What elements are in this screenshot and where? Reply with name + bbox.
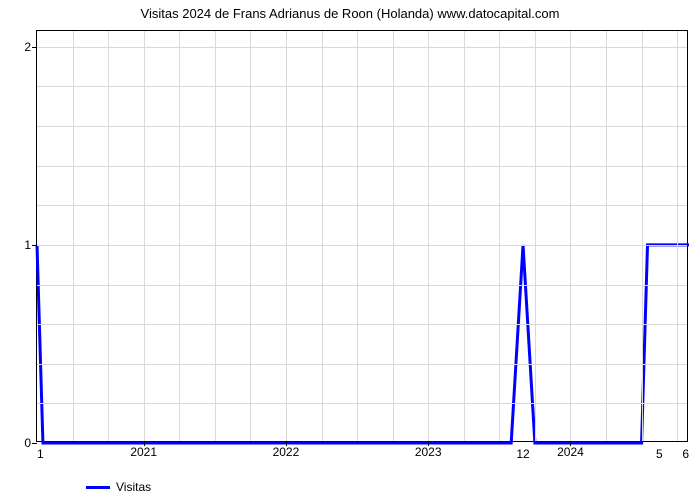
- grid-h: [37, 245, 687, 246]
- xtick-label: 2023: [415, 441, 442, 459]
- grid-v-minor: [108, 31, 109, 441]
- grid-v-minor: [250, 31, 251, 441]
- grid-v-minor: [179, 31, 180, 441]
- plot-area: 012202120222023202411256: [36, 30, 688, 442]
- grid-h-minor: [37, 403, 687, 404]
- grid-h: [37, 47, 687, 48]
- ytick-label: 2: [24, 40, 37, 54]
- grid-v-minor: [73, 31, 74, 441]
- grid-v-minor: [499, 31, 500, 441]
- grid-h-minor: [37, 285, 687, 286]
- chart-title: Visitas 2024 de Frans Adrianus de Roon (…: [0, 6, 700, 21]
- xtick-label: 2021: [130, 441, 157, 459]
- xtick-extra-label: 6: [682, 447, 689, 461]
- grid-v-minor: [393, 31, 394, 441]
- grid-v-minor: [464, 31, 465, 441]
- xtick-extra-label: 5: [656, 447, 663, 461]
- grid-v-minor: [677, 31, 678, 441]
- grid-v-minor: [642, 31, 643, 441]
- grid-v: [144, 31, 145, 441]
- grid-v-minor: [606, 31, 607, 441]
- xtick-extra-label: 12: [516, 447, 529, 461]
- line-series: [37, 31, 689, 443]
- grid-h-minor: [37, 205, 687, 206]
- legend-swatch: [86, 486, 110, 489]
- grid-h-minor: [37, 86, 687, 87]
- ytick-label: 0: [24, 436, 37, 450]
- grid-h-minor: [37, 364, 687, 365]
- xtick-label: 2022: [273, 441, 300, 459]
- legend: Visitas: [86, 480, 151, 494]
- grid-h-minor: [37, 126, 687, 127]
- grid-v: [286, 31, 287, 441]
- grid-v: [428, 31, 429, 441]
- grid-v-minor: [215, 31, 216, 441]
- xtick-label: 2024: [557, 441, 584, 459]
- grid-h-minor: [37, 166, 687, 167]
- grid-h-minor: [37, 324, 687, 325]
- grid-v-minor: [535, 31, 536, 441]
- ytick-label: 1: [24, 238, 37, 252]
- xtick-extra-label: 1: [37, 447, 44, 461]
- grid-v-minor: [357, 31, 358, 441]
- legend-label: Visitas: [116, 480, 151, 494]
- grid-v: [570, 31, 571, 441]
- chart-container: Visitas 2024 de Frans Adrianus de Roon (…: [0, 0, 700, 500]
- grid-v-minor: [322, 31, 323, 441]
